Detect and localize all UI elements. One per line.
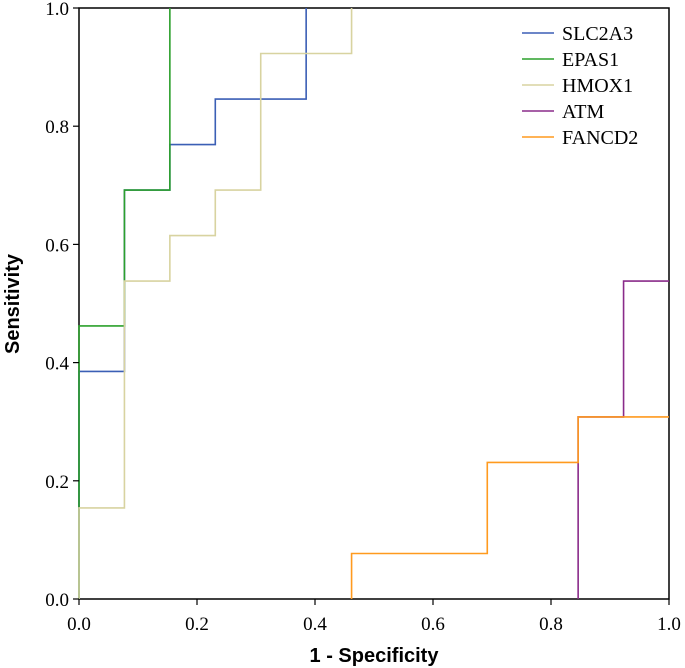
- y-axis-title: Sensitivity: [2, 253, 24, 354]
- series-line-hmox1: [78, 8, 353, 599]
- x-axis-title: 1 - Specificity: [310, 645, 440, 667]
- series-line-atm: [577, 280, 669, 599]
- x-tick-label: 0.4: [303, 614, 327, 635]
- series-line-epas1: [78, 8, 171, 599]
- legend-label-slc2a3: SLC2A3: [562, 23, 633, 45]
- series-line-slc2a3: [78, 8, 307, 599]
- legend-label-atm: ATM: [562, 101, 604, 123]
- y-tick-label: 1.0: [45, 0, 69, 20]
- ticks-layer: 0.0 0.2 0.4 0.6 0.8 1.0 0.0 0.2 0.4 0.6 0.8 1.0: [45, 0, 681, 635]
- series-line-fancd2: [350, 416, 669, 599]
- y-tick-label: 0.0: [45, 590, 69, 611]
- plot-frame: [78, 7, 670, 600]
- x-tick-label: 0.0: [67, 614, 91, 635]
- y-tick-label: 0.2: [45, 472, 69, 493]
- y-tick-label: 0.4: [45, 354, 69, 375]
- y-tick-label: 0.6: [45, 235, 69, 256]
- x-tick-label: 1.0: [657, 614, 681, 635]
- legend-label-epas1: EPAS1: [562, 49, 619, 71]
- x-tick-label: 0.6: [421, 614, 445, 635]
- x-tick-label: 0.8: [539, 614, 563, 635]
- y-tick-label: 0.8: [45, 117, 69, 138]
- legend: SLC2A3 EPAS1 HMOX1 ATM FANCD2: [522, 23, 638, 149]
- legend-label-fancd2: FANCD2: [562, 127, 638, 149]
- x-tick-label: 0.2: [185, 614, 209, 635]
- series-layer: [78, 8, 669, 599]
- legend-label-hmox1: HMOX1: [562, 75, 633, 97]
